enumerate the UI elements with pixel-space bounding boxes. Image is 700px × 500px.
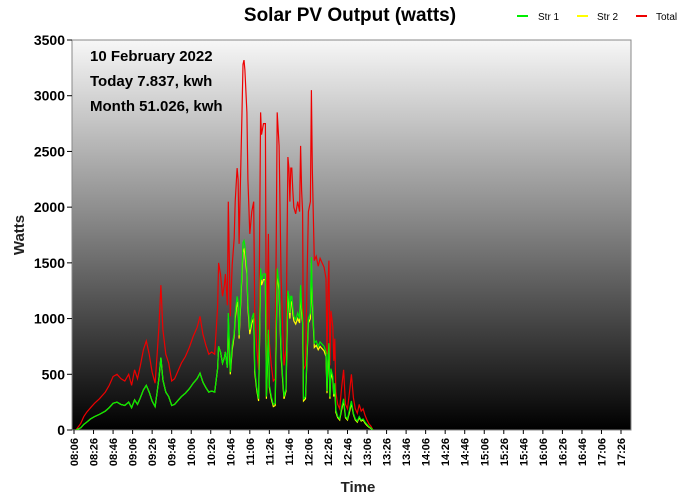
x-tick-label: 10:46 [225,438,237,466]
x-tick-label: 10:26 [206,438,218,466]
x-tick-label: 09:26 [147,438,159,466]
x-tick-label: 12:06 [303,438,315,466]
series-line-total [75,59,374,430]
x-tick-label: 13:46 [401,438,413,466]
x-tick-label: 16:46 [577,438,589,466]
y-tick-label: 2500 [34,143,65,159]
x-axis-title: Time [341,479,376,496]
x-tick-label: 16:26 [557,438,569,466]
y-tick-label: 2000 [34,199,65,215]
y-tick-label: 3000 [34,88,65,104]
series-lines [75,59,374,430]
x-axis: 08:06 08:26 08:46 09:06 09:26 09:46 10:06 10:26… [69,430,628,466]
chart-title: Solar PV Output (watts) [244,5,456,26]
y-tick-label: 3500 [34,32,65,48]
x-tick-label: 15:06 [479,438,491,466]
annotation-month: Month 51.026, kwh [90,98,223,115]
x-tick-label: 14:46 [460,438,472,466]
x-tick-label: 12:46 [343,438,355,466]
x-tick-label: 12:26 [323,438,335,466]
x-tick-label: 10:06 [186,438,198,466]
x-tick-label: 09:46 [167,438,179,466]
x-tick-label: 17:26 [616,438,628,466]
legend-label-str2: Str 2 [597,12,619,23]
y-tick-label: 1500 [34,255,65,271]
x-tick-label: 08:26 [89,438,101,466]
x-tick-label: 08:46 [108,438,120,466]
x-tick-label: 14:26 [440,438,452,466]
x-tick-label: 11:46 [284,438,296,466]
y-axis: 0 500 1000 1500 2000 2500 3000 3500 [34,32,72,438]
x-tick-label: 11:26 [264,438,276,466]
x-tick-label: 14:06 [421,438,433,466]
x-tick-label: 17:06 [596,438,608,466]
legend: Str 1 Str 2 Total [517,12,677,23]
x-tick-label: 08:06 [69,438,81,466]
x-tick-label: 11:06 [245,438,257,466]
x-tick-label: 13:26 [382,438,394,466]
annotation-today: Today 7.837, kwh [90,73,212,90]
y-tick-label: 0 [57,422,65,438]
legend-label-total: Total [656,12,677,23]
x-tick-label: 15:26 [499,438,511,466]
y-tick-label: 1000 [34,311,65,327]
x-tick-label: 09:06 [128,438,140,466]
y-tick-label: 500 [42,366,66,382]
series-line-str1 [75,238,374,430]
x-tick-label: 13:06 [362,438,374,466]
x-tick-label: 16:06 [538,438,550,466]
x-tick-label: 15:46 [518,438,530,466]
y-axis-title: Watts [11,215,28,255]
plot-area [71,39,632,431]
annotation-date: 10 February 2022 [90,48,213,65]
legend-label-str1: Str 1 [538,12,560,23]
